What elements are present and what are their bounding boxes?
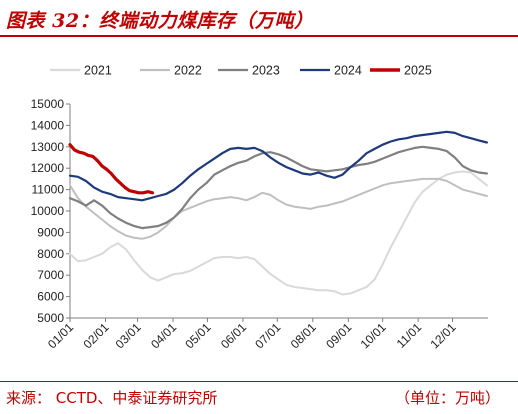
series-line-2024 [68, 130, 488, 202]
y-tick-label: 15000 [31, 97, 65, 111]
legend-label-2025: 2025 [404, 64, 432, 78]
chart-title: 图表 32：终端动力煤库存（万吨） [6, 10, 314, 32]
x-tick-label: 08/01 [288, 320, 319, 351]
y-tick-label: 14000 [31, 118, 65, 132]
series-line-2021 [69, 170, 488, 296]
x-tick-label: 09/01 [323, 320, 354, 351]
x-tick-label: 12/01 [427, 320, 458, 351]
x-tick-label: 10/01 [358, 320, 389, 351]
x-tick-label: 03/01 [113, 320, 144, 351]
legend-label-2022: 2022 [174, 64, 202, 78]
y-tick-label: 8000 [37, 247, 64, 261]
unit-note: （单位：万吨） [394, 389, 500, 407]
y-tick-label: 11000 [32, 183, 65, 197]
x-tick-label: 07/01 [252, 320, 283, 351]
y-tick-label: 5000 [37, 311, 64, 325]
x-tick-label: 04/01 [148, 320, 179, 351]
legend-label-2024: 2024 [334, 64, 362, 78]
series-line-2023 [68, 145, 488, 230]
x-tick-label: 02/01 [80, 320, 111, 351]
legend-label-2021: 2021 [84, 64, 112, 78]
y-tick-label: 10000 [31, 204, 65, 218]
line-chart: 5000 6000 7000 8000 9000 10000 11000 12000 13000… [31, 64, 488, 351]
series-line-2025 [68, 143, 155, 195]
source-note: 来源： CCTD、中泰证券研究所 [6, 389, 218, 407]
y-tick-label: 7000 [37, 268, 64, 282]
y-tick-label: 9000 [37, 225, 64, 239]
series-line-2022 [69, 177, 488, 240]
y-tick-label: 13000 [31, 140, 65, 154]
x-tick-label: 06/01 [218, 320, 249, 351]
title-divider [0, 35, 518, 37]
source-divider [0, 381, 518, 382]
x-tick-label: 11/01 [394, 320, 425, 351]
x-tick-label: 05/01 [182, 320, 213, 351]
y-tick-label: 6000 [37, 290, 64, 304]
title-bar: 图表 32：终端动力煤库存（万吨） [0, 0, 518, 37]
y-tick-label: 12000 [31, 161, 65, 175]
legend-label-2023: 2023 [252, 64, 280, 78]
